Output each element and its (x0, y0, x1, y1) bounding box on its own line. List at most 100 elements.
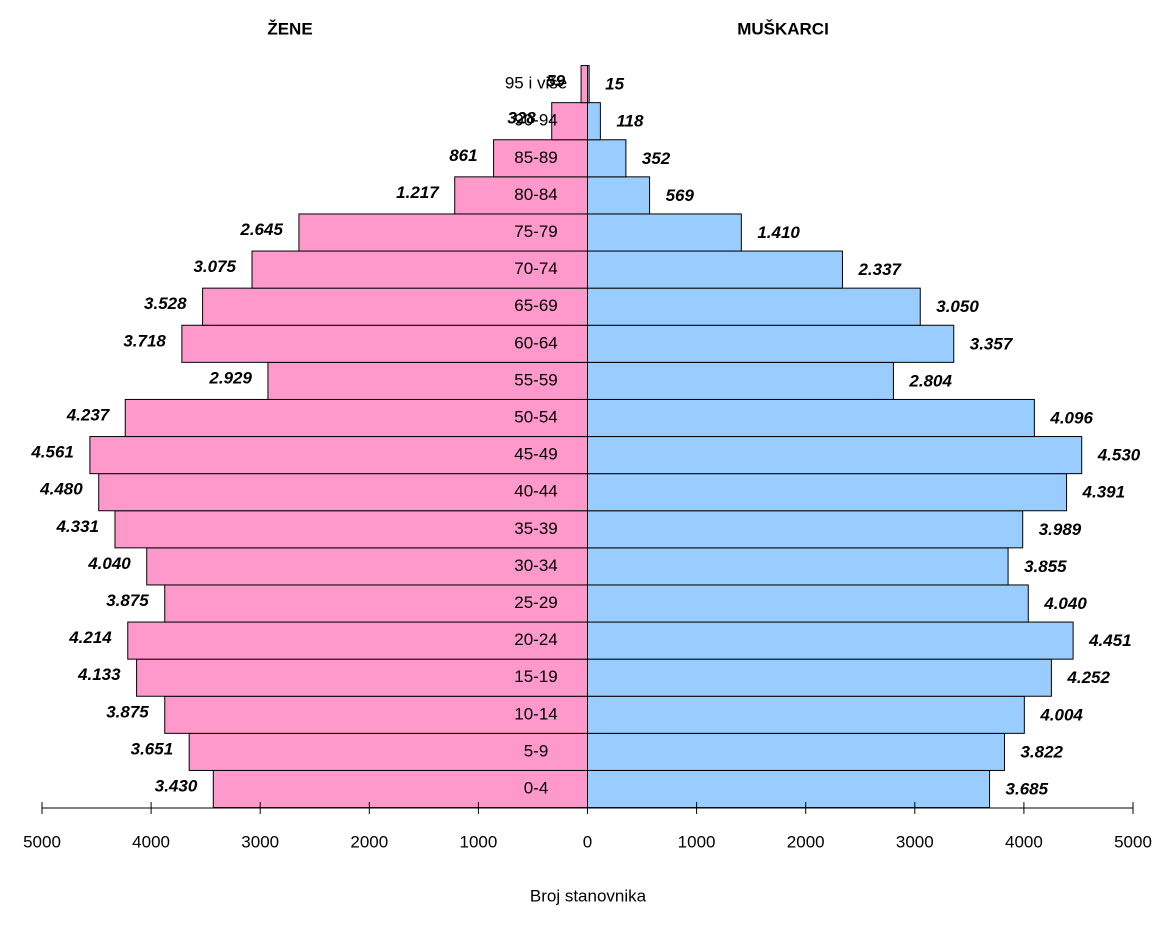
bar (493, 139, 589, 178)
bar (188, 732, 588, 771)
value-label: 4.004 (1039, 705, 1083, 724)
category-label: 95 i više (505, 74, 567, 93)
bar (587, 361, 894, 400)
value-label: 3.855 (1024, 557, 1067, 576)
bar (551, 102, 589, 141)
value-label: 4.480 (39, 480, 83, 499)
value-label: 4.040 (1043, 594, 1087, 613)
bar (587, 695, 1025, 734)
category-label: 90-94 (514, 111, 557, 130)
bar (587, 658, 1052, 697)
category-label: 15-19 (514, 667, 557, 686)
bar (587, 621, 1074, 660)
x-axis-title: Broj stanovnika (530, 886, 647, 905)
x-tick-label: 5000 (23, 832, 61, 851)
value-label: 4.214 (68, 628, 112, 647)
bar (124, 398, 589, 438)
category-label: 80-84 (514, 185, 557, 204)
x-tick-label: 5000 (1114, 832, 1152, 851)
category-label: 5-9 (524, 741, 549, 760)
bar (212, 769, 589, 809)
bar (181, 324, 588, 363)
category-label: 70-74 (514, 259, 557, 278)
value-label: 3.430 (155, 776, 198, 795)
bar (127, 621, 589, 660)
series-title: ŽENE (267, 19, 312, 38)
value-label: 3.989 (1039, 520, 1082, 539)
value-label: 118 (616, 112, 644, 131)
category-label: 60-64 (514, 333, 557, 352)
bar (587, 473, 1068, 512)
bar (587, 436, 1083, 475)
bar (164, 584, 589, 623)
category-label: 20-24 (514, 630, 557, 649)
bar (454, 176, 589, 215)
value-label: 3.875 (106, 702, 149, 721)
value-label: 1.217 (396, 183, 440, 202)
category-label: 25-29 (514, 593, 557, 612)
value-label: 3.075 (193, 257, 236, 276)
bar (587, 65, 590, 104)
value-label: 4.561 (30, 443, 74, 462)
value-label: 2.929 (208, 368, 252, 387)
x-tick-label: 3000 (896, 832, 934, 851)
bar (146, 547, 588, 586)
category-label: 40-44 (514, 482, 557, 501)
value-label: 861 (449, 146, 477, 165)
bar (587, 324, 955, 363)
value-label: 4.133 (77, 665, 121, 684)
category-label: 0-4 (524, 778, 549, 797)
category-label: 30-34 (514, 556, 557, 575)
value-label: 1.410 (757, 223, 800, 242)
value-label: 3.822 (1020, 742, 1063, 761)
value-label: 4.331 (55, 517, 99, 536)
x-tick-label: 2000 (350, 832, 388, 851)
category-label: 65-69 (514, 296, 557, 315)
x-tick-label: 4000 (132, 832, 170, 851)
bar (587, 398, 1035, 438)
bar (587, 139, 627, 178)
bar (587, 547, 1009, 586)
bar (89, 436, 588, 475)
value-label: 328 (507, 109, 536, 128)
value-label: 2.337 (857, 260, 902, 279)
bar (587, 176, 651, 215)
value-label: 3.050 (936, 297, 979, 316)
value-label: 4.237 (66, 405, 111, 424)
bar (114, 510, 588, 549)
bar (587, 510, 1024, 549)
x-tick-label: 1000 (459, 832, 497, 851)
value-label: 4.252 (1066, 668, 1110, 687)
value-label: 4.096 (1049, 408, 1093, 427)
value-label: 3.875 (106, 591, 149, 610)
value-label: 3.357 (970, 334, 1014, 353)
value-label: 569 (666, 186, 695, 205)
value-label: 4.530 (1097, 446, 1141, 465)
bar (587, 102, 601, 141)
category-label: 50-54 (514, 407, 557, 426)
category-label: 45-49 (514, 445, 557, 464)
x-tick-label: 3000 (241, 832, 279, 851)
value-label: 2.645 (239, 220, 283, 239)
bar (587, 769, 991, 809)
x-tick-label: 2000 (787, 832, 825, 851)
category-label: 85-89 (514, 148, 557, 167)
bar (202, 287, 588, 326)
value-label: 3.718 (123, 331, 166, 350)
x-tick-label: 1000 (678, 832, 716, 851)
value-label: 3.651 (131, 739, 174, 758)
value-label: 3.528 (144, 294, 187, 313)
bar (587, 732, 1005, 771)
value-label: 59 (546, 72, 565, 91)
value-label: 15 (605, 75, 624, 94)
value-label: 4.040 (87, 554, 131, 573)
category-label: 75-79 (514, 222, 557, 241)
x-tick-label: 4000 (1005, 832, 1043, 851)
value-label: 2.804 (908, 371, 952, 390)
bar (136, 658, 589, 697)
value-label: 352 (642, 149, 671, 168)
bar (580, 65, 589, 104)
category-label: 55-59 (514, 370, 557, 389)
x-tick-label: 0 (583, 832, 592, 851)
